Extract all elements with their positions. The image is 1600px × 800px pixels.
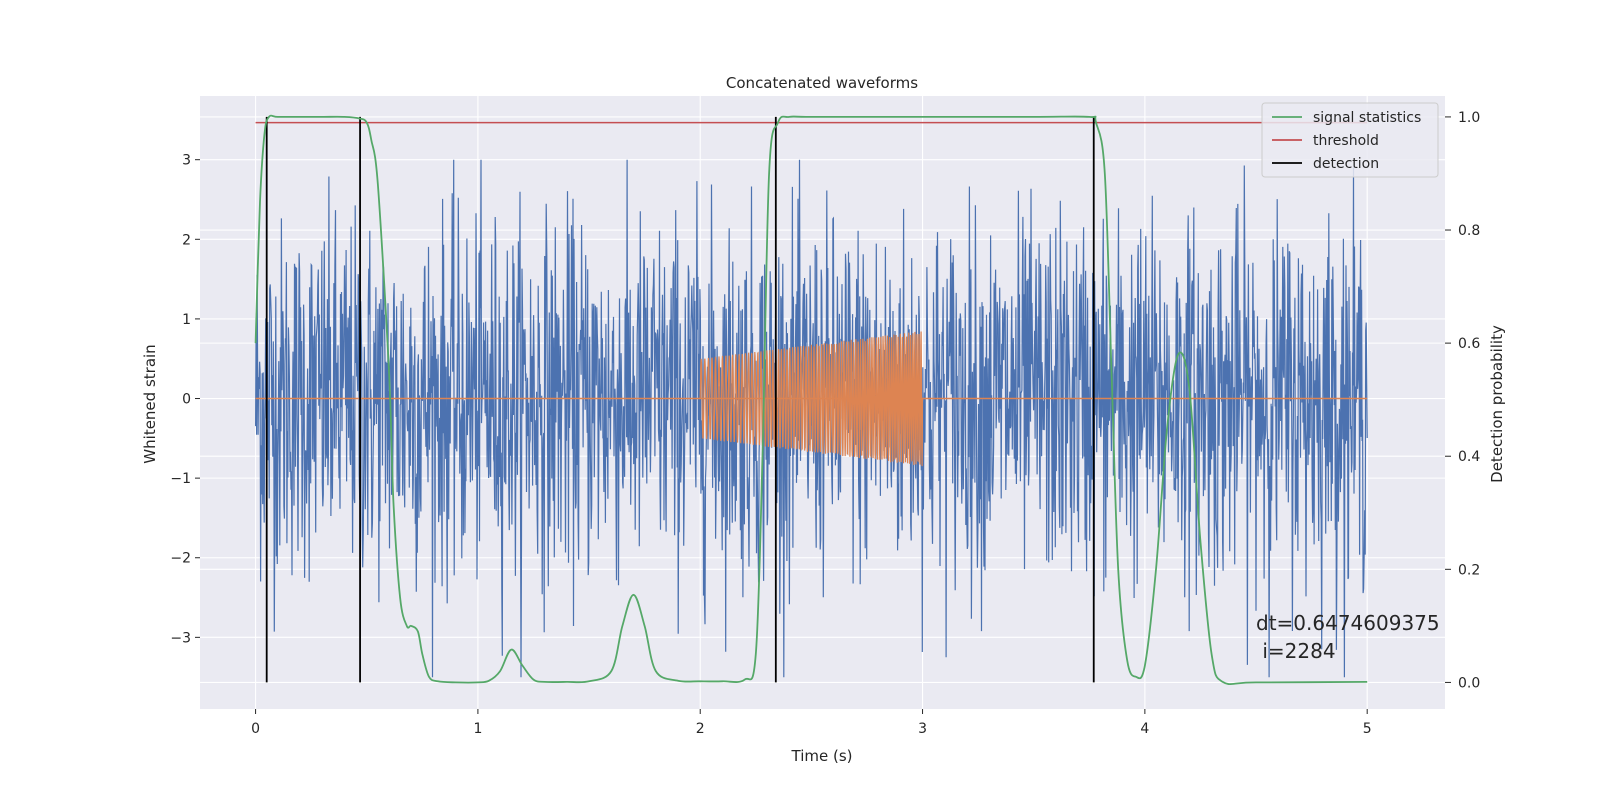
detection-lines: [265, 116, 1095, 683]
x-tick-label: 2: [696, 721, 705, 737]
x-axis-label: Time (s): [791, 747, 853, 765]
annotation-line-dt: dt=0.6474609375: [1256, 611, 1440, 635]
strain-series: [255, 159, 1368, 678]
y-axis-label: Whitened strain: [141, 344, 159, 463]
legend-box: [1261, 102, 1439, 178]
legend-label-detection: detection: [1313, 156, 1379, 172]
y-tick-label: 2: [182, 232, 191, 248]
x-tick-label: 5: [1363, 721, 1372, 737]
template-chirp: [699, 331, 924, 467]
x-tick-label: 0: [251, 721, 260, 737]
right-y-axis-label: Detection probability: [1488, 325, 1506, 483]
legend: signal statistics threshold detection: [1261, 102, 1439, 178]
y-tick-label: 0: [182, 392, 191, 408]
right-y-axis-ticks: 1.0 0.8 0.6 0.4 0.2 0.0: [1445, 110, 1480, 691]
template-series: [255, 331, 1368, 467]
y-tick-label: −2: [170, 551, 191, 567]
y-tick-label: 3: [182, 153, 191, 169]
right-y-tick-label: 0.6: [1458, 336, 1480, 352]
x-tick-label: 3: [918, 721, 927, 737]
legend-label-signal-statistics: signal statistics: [1313, 110, 1421, 126]
legend-label-threshold: threshold: [1313, 133, 1379, 149]
y-tick-label: −1: [170, 471, 191, 487]
signal-statistics-series: [254, 114, 1368, 686]
right-y-tick-label: 0.2: [1458, 562, 1480, 578]
y-tick-label: 1: [182, 312, 191, 328]
strain-line: [255, 159, 1368, 678]
signal-statistics-line: [254, 114, 1368, 686]
annotation-line-i: i=2284: [1256, 639, 1336, 663]
x-tick-label: 1: [473, 721, 482, 737]
right-y-tick-label: 0.4: [1458, 449, 1480, 465]
y-axis-ticks: 3 2 1 0 −1 −2 −3: [170, 153, 200, 646]
chart-title: Concatenated waveforms: [726, 74, 918, 92]
right-y-tick-label: 0.0: [1458, 675, 1480, 691]
x-axis-ticks: 0 1 2 3 4 5: [251, 709, 1372, 737]
annotation-text: dt=0.6474609375 i=2284: [1256, 611, 1440, 663]
right-y-tick-label: 0.8: [1458, 223, 1480, 239]
x-tick-label: 4: [1140, 721, 1149, 737]
right-y-tick-label: 1.0: [1458, 110, 1480, 126]
y-tick-label: −3: [170, 630, 191, 646]
